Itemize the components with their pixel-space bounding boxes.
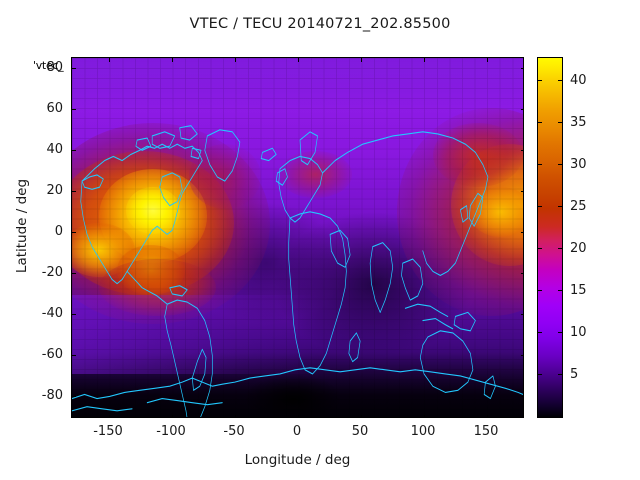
ytick-left	[72, 232, 76, 233]
vtec-overlap-artifact-label: 'vtec_	[33, 59, 64, 72]
xtick-top	[298, 58, 299, 62]
colorbar-tick-right	[558, 332, 563, 333]
xtick-label: -100	[156, 424, 186, 439]
ytick-left	[72, 273, 76, 274]
ytick-label: -40	[41, 306, 63, 321]
colorbar-tick-right	[558, 122, 563, 123]
colorbar-tick	[537, 248, 542, 249]
xtick-label: -50	[223, 424, 245, 439]
colorbar-label: 30	[570, 157, 587, 172]
ytick-label: -80	[41, 388, 63, 403]
xtick-bottom	[172, 415, 173, 417]
ytick-label: -20	[41, 265, 63, 280]
xtick-label: 100	[410, 424, 436, 439]
colorbar-label: 40	[570, 73, 587, 88]
field-crest-westpacific-north	[432, 122, 523, 188]
xtick-bottom	[424, 415, 425, 417]
xtick-bottom	[487, 415, 488, 417]
field-crest-westpacific-peak	[468, 187, 523, 238]
ytick-left	[72, 150, 76, 151]
colorbar-tick-right	[558, 248, 563, 249]
colorbar-label: 20	[570, 241, 587, 256]
colorbar-tick	[537, 206, 542, 207]
ytick-right	[521, 191, 523, 192]
colorbar-tick	[537, 332, 542, 333]
xtick-top	[172, 58, 173, 62]
ytick-label: 80	[46, 60, 63, 75]
xtick-label: -150	[93, 424, 123, 439]
ytick-left	[72, 396, 76, 397]
field-north-polar	[72, 58, 523, 123]
colorbar-tick-right	[558, 206, 563, 207]
colorbar-label: 35	[570, 115, 587, 130]
colorbar-tick	[537, 80, 542, 81]
ytick-right	[521, 232, 523, 233]
field-atlantic-warm	[189, 144, 262, 209]
colorbar-tick-right	[558, 374, 563, 375]
ytick-right	[521, 273, 523, 274]
colorbar-label: 25	[570, 199, 587, 214]
ytick-left	[72, 355, 76, 356]
colorbar-label: 5	[570, 367, 579, 382]
xtick-bottom	[235, 415, 236, 417]
coastline-overlay	[72, 125, 523, 417]
yaxis-title: Latitude / deg	[14, 178, 30, 274]
ytick-right	[521, 109, 523, 110]
ytick-left	[72, 68, 76, 69]
ytick-label: 40	[46, 142, 63, 157]
colorbar-tick-right	[558, 80, 563, 81]
xtick-top	[361, 58, 362, 62]
colorbar-tick	[537, 122, 542, 123]
colorbar-tick	[537, 290, 542, 291]
xtick-label: 50	[351, 424, 369, 439]
ytick-right	[521, 355, 523, 356]
ytick-right	[521, 314, 523, 315]
colorbar	[537, 57, 563, 418]
page-title: VTEC / TECU 20140721_202.85500	[189, 16, 451, 32]
xtick-bottom	[361, 415, 362, 417]
colorbar-label: 15	[570, 283, 587, 298]
xtick-label: 0	[292, 424, 302, 439]
field-africa-patch	[279, 151, 352, 198]
field-antarctic-core	[243, 373, 343, 417]
ytick-right	[521, 396, 523, 397]
colorbar-tick	[537, 374, 542, 375]
ytick-label: 60	[46, 101, 63, 116]
xtick-bottom	[109, 415, 110, 417]
xaxis-title: Longitude / deg	[244, 452, 351, 468]
ytick-right	[521, 150, 523, 151]
ytick-right	[521, 68, 523, 69]
ytick-left	[72, 109, 76, 110]
ytick-label: -60	[41, 347, 63, 362]
colorbar-tick-right	[558, 164, 563, 165]
field-crest-pacific-peak	[126, 187, 181, 234]
ytick-label: 0	[54, 224, 63, 239]
xtick-label: 150	[473, 424, 499, 439]
xtick-top	[424, 58, 425, 62]
xtick-bottom	[298, 415, 299, 417]
vtec-map-axes	[71, 57, 524, 418]
xtick-top	[109, 58, 110, 62]
ytick-left	[72, 314, 76, 315]
xtick-top	[235, 58, 236, 62]
colorbar-tick-right	[558, 290, 563, 291]
xtick-top	[487, 58, 488, 62]
ytick-label: 20	[46, 183, 63, 198]
ytick-left	[72, 191, 76, 192]
colorbar-tick	[537, 164, 542, 165]
colorbar-label: 10	[570, 325, 587, 340]
